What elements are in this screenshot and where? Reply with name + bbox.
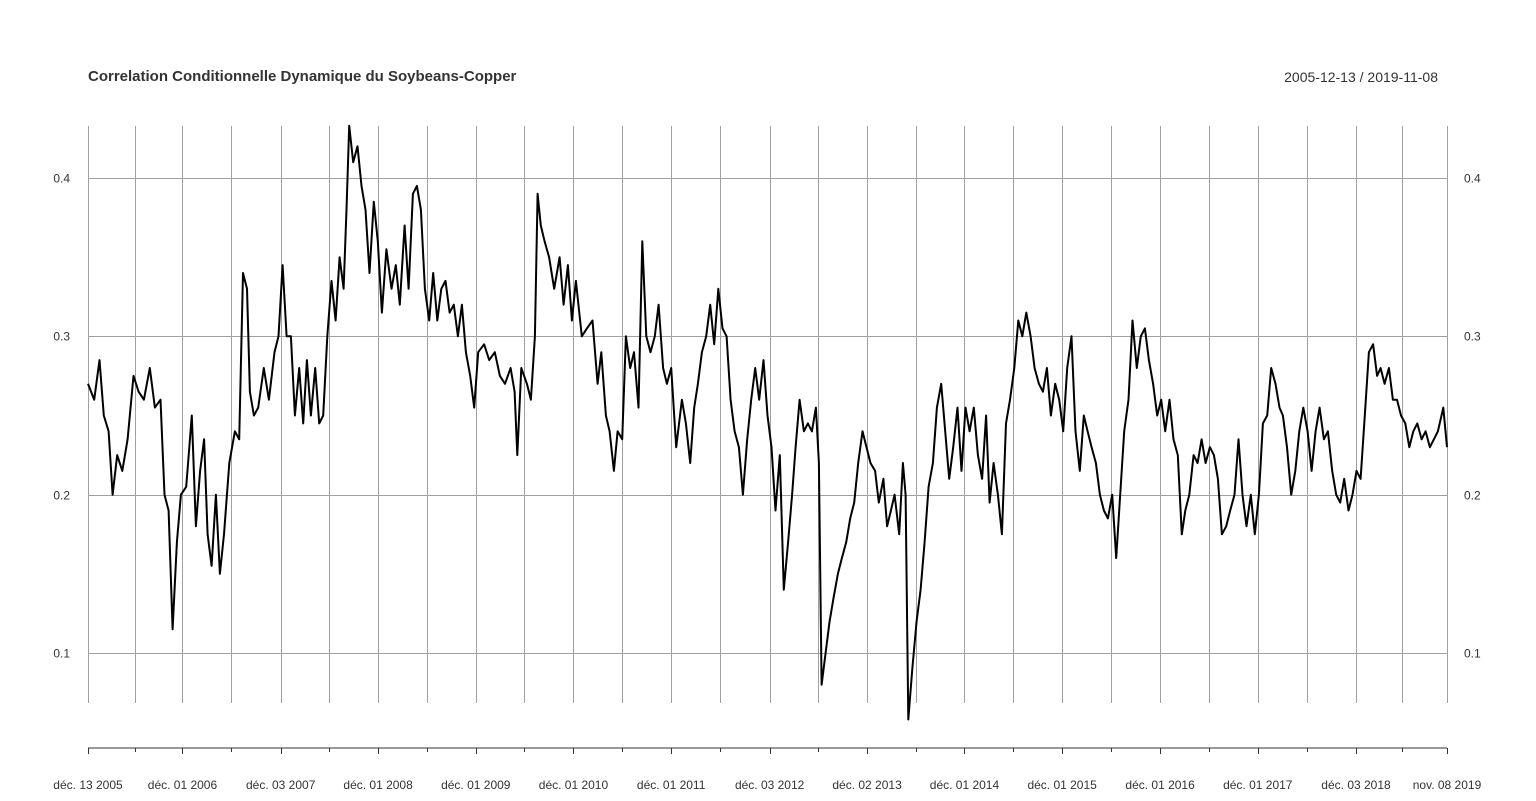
x-tick-label: déc. 13 2005 xyxy=(53,778,123,792)
x-tick-label: déc. 01 2016 xyxy=(1125,778,1195,792)
x-tick-label: déc. 03 2007 xyxy=(246,778,316,792)
x-axis: déc. 13 2005 déc. 01 2006 déc. 03 2007 déc.… xyxy=(53,747,1482,792)
series-layer xyxy=(87,124,1448,721)
x-tick-label: déc. 01 2011 xyxy=(637,778,706,792)
x-tick-label: déc. 03 2012 xyxy=(735,778,805,792)
x-tick-label: déc. 01 2010 xyxy=(539,778,609,792)
x-tick-label: déc. 02 2013 xyxy=(832,778,902,792)
y-tick-label-right: 0.3 xyxy=(1464,330,1481,344)
vertical-gridlines xyxy=(88,126,1448,703)
series-line xyxy=(87,124,1448,721)
horizontal-gridlines xyxy=(88,178,1447,654)
y-tick-label-right: 0.1 xyxy=(1464,647,1481,661)
x-tick-label: déc. 03 2018 xyxy=(1321,778,1391,792)
date-range-label: 2005-12-13 / 2019-11-08 xyxy=(1284,69,1438,85)
x-tick-label: déc. 01 2009 xyxy=(441,778,511,792)
x-tick-label: nov. 08 2019 xyxy=(1413,778,1482,792)
x-tick-label: déc. 01 2017 xyxy=(1223,778,1293,792)
y-tick-label-left: 0.2 xyxy=(53,489,70,503)
y-tick-label-left: 0.1 xyxy=(53,647,70,661)
x-tick-label: déc. 01 2006 xyxy=(148,778,218,792)
x-tick-label: déc. 01 2008 xyxy=(343,778,413,792)
x-tick-label: déc. 01 2014 xyxy=(930,778,1000,792)
y-axis-right: 0.1 0.2 0.3 0.4 xyxy=(1464,172,1481,661)
y-tick-label-right: 0.2 xyxy=(1464,489,1481,503)
y-axis-left: 0.1 0.2 0.3 0.4 xyxy=(53,172,70,661)
chart-title: Correlation Conditionnelle Dynamique du … xyxy=(88,68,517,85)
y-tick-label-left: 0.3 xyxy=(53,330,70,344)
y-tick-label-right: 0.4 xyxy=(1464,172,1481,186)
y-tick-label-left: 0.4 xyxy=(53,172,70,186)
x-tick-label: déc. 01 2015 xyxy=(1027,778,1097,792)
